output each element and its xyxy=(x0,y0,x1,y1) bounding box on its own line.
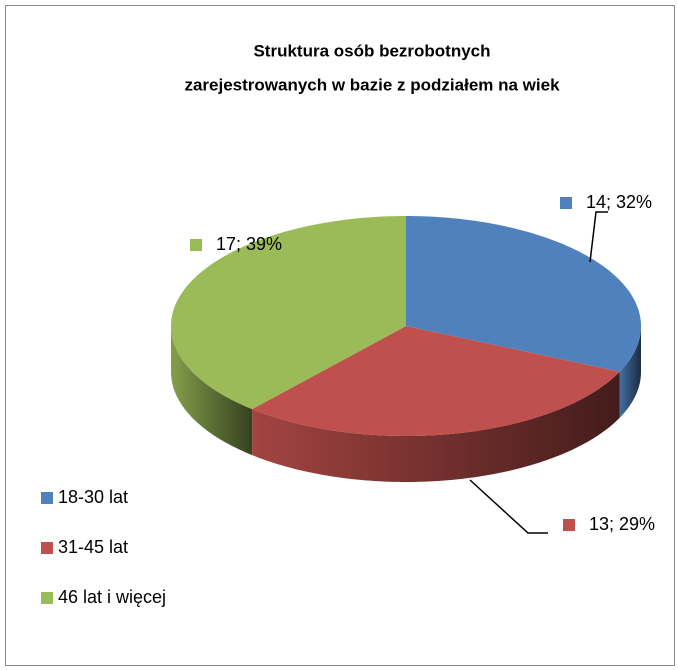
data-label: 17; 39% xyxy=(216,234,282,254)
label-swatch xyxy=(190,239,202,251)
data-label: 14; 32% xyxy=(586,192,652,212)
leader-line xyxy=(589,211,608,263)
slice-side xyxy=(252,371,620,482)
pie-slice xyxy=(406,216,641,372)
label-swatch xyxy=(560,197,572,209)
legend-swatch xyxy=(41,492,53,504)
pie-slice xyxy=(252,326,620,436)
slice-side xyxy=(619,326,641,418)
leader-line xyxy=(469,479,548,534)
legend-label: 18-30 lat xyxy=(58,487,128,507)
chart-title: zarejestrowanych w bazie z podziałem na … xyxy=(184,75,560,94)
label-swatch xyxy=(563,519,575,531)
legend-label: 31-45 lat xyxy=(58,537,128,557)
legend-label: 46 lat i więcej xyxy=(58,587,166,607)
legend-swatch xyxy=(41,592,53,604)
data-label: 13; 29% xyxy=(589,514,655,534)
pie-slice xyxy=(171,216,406,410)
legend-swatch xyxy=(41,542,53,554)
chart-title: Struktura osób bezrobotnych xyxy=(253,41,490,60)
slice-side xyxy=(171,326,253,456)
